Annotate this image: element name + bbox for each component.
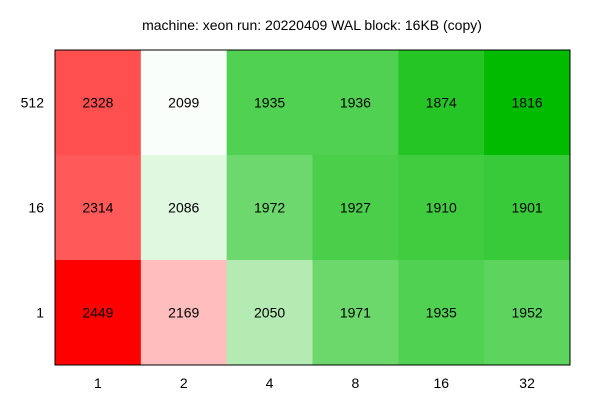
cell-value-label: 1816 <box>512 95 543 111</box>
cell-value-label: 1935 <box>254 95 285 111</box>
y-tick-label: 16 <box>28 200 44 216</box>
cell-value-label: 1952 <box>512 305 543 321</box>
chart-title: machine: xeon run: 20220409 WAL block: 1… <box>142 17 482 33</box>
x-axis-ticks: 1 2 4 8 16 32 <box>94 375 535 391</box>
cell-value-label: 2099 <box>168 95 199 111</box>
cell-value-label: 1971 <box>340 305 371 321</box>
cell-value-label: 1927 <box>340 200 371 216</box>
heatmap-cell <box>484 50 571 156</box>
cell-value-label: 2449 <box>82 305 113 321</box>
cell-value-label: 1972 <box>254 200 285 216</box>
plot-border <box>54 49 571 366</box>
heatmap-cell <box>140 260 228 366</box>
cell-value-label: 1901 <box>512 200 543 216</box>
y-axis-ticks: 512 16 1 <box>21 95 45 321</box>
cell-value-label: 2314 <box>82 200 113 216</box>
y-tick-label: 1 <box>36 305 44 321</box>
cell-value-label: 2328 <box>82 95 113 111</box>
cell-value-label: 1935 <box>426 305 457 321</box>
x-tick-label: 32 <box>519 375 535 391</box>
heatmap-cell <box>140 155 228 261</box>
heatmap-cell <box>312 260 399 366</box>
heatmap-cell <box>226 155 313 261</box>
heatmap-cell <box>140 50 228 156</box>
heatmap-cell <box>312 50 399 156</box>
x-tick-label: 8 <box>352 375 360 391</box>
y-tick-label: 512 <box>21 95 45 111</box>
heatmap-cell <box>398 50 485 156</box>
heatmap-cell-labels: 2328 2099 1935 1936 1874 1816 2314 2086 1972 1927… <box>82 95 543 321</box>
heatmap-cell <box>398 155 485 261</box>
heatmap-cell <box>55 155 142 261</box>
cell-value-label: 1874 <box>426 95 457 111</box>
heatmap-cells <box>55 50 571 366</box>
cell-value-label: 2050 <box>254 305 285 321</box>
heatmap-cell <box>55 50 142 156</box>
heatmap-cell <box>55 260 142 366</box>
cell-value-label: 1936 <box>340 95 371 111</box>
heatmap-cell <box>226 50 313 156</box>
heatmap-cell <box>398 260 485 366</box>
x-tick-label: 2 <box>180 375 188 391</box>
heatmap-cell <box>484 260 571 366</box>
heatmap-cell <box>226 260 313 366</box>
cell-value-label: 2169 <box>168 305 199 321</box>
x-tick-label: 4 <box>266 375 274 391</box>
heatmap-cell <box>312 155 399 261</box>
heatmap-cell <box>484 155 571 261</box>
cell-value-label: 2086 <box>168 200 199 216</box>
x-tick-label: 1 <box>94 375 102 391</box>
x-tick-label: 16 <box>433 375 449 391</box>
cell-value-label: 1910 <box>426 200 457 216</box>
